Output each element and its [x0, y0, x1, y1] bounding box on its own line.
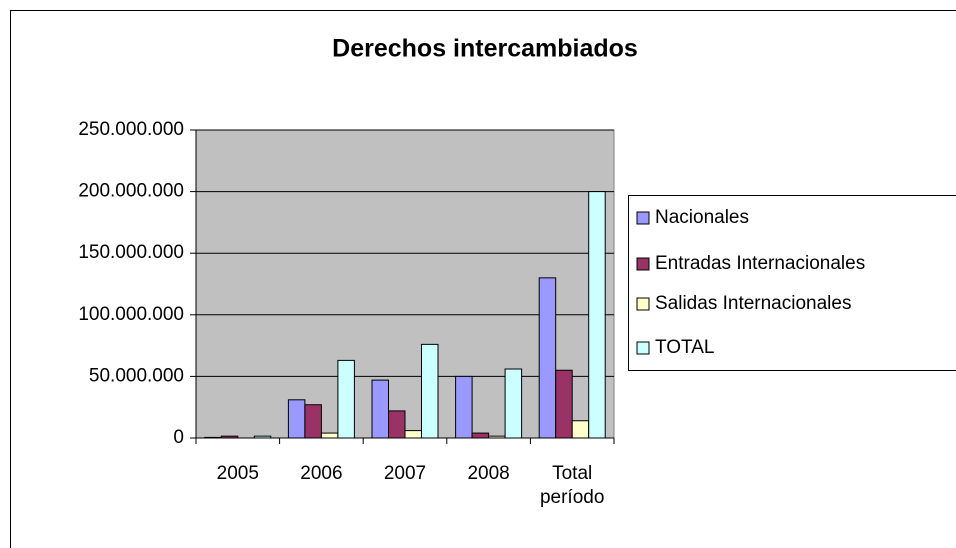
bar — [504, 368, 523, 439]
x-tick-label: 2007 — [383, 463, 427, 484]
y-tick-label: 150.000.000 — [78, 242, 184, 263]
legend-swatch — [636, 297, 650, 311]
x-tick-label: 2008 — [467, 463, 510, 484]
legend-swatch — [636, 257, 650, 271]
legend-label: Nacionales — [655, 207, 749, 228]
legend-label: Entradas Internacionales — [655, 253, 865, 274]
bar — [455, 375, 473, 439]
legend-label: TOTAL — [655, 337, 714, 358]
bar — [220, 435, 239, 439]
bar — [253, 435, 272, 439]
bar — [471, 432, 490, 439]
y-tick-label: 0 — [173, 427, 184, 448]
y-tick-label: 100.000.000 — [78, 304, 184, 325]
x-tick-label: 2006 — [300, 463, 343, 484]
bar — [404, 430, 422, 439]
y-tick-label: 200.000.000 — [78, 181, 184, 202]
bar — [304, 404, 322, 439]
bar — [555, 369, 573, 439]
bar — [337, 359, 355, 439]
legend-swatch — [636, 341, 650, 355]
bar — [571, 420, 590, 439]
bar — [588, 191, 606, 439]
chart-title: Derechos intercambiados — [332, 35, 638, 63]
bar — [320, 432, 339, 439]
y-tick-label: 250.000.000 — [78, 119, 184, 140]
bar — [421, 343, 439, 439]
x-tick-label: 2005 — [216, 463, 259, 484]
legend-swatch — [636, 211, 650, 225]
bar — [204, 436, 222, 439]
y-tick-label: 50.000.000 — [89, 365, 184, 386]
bar — [388, 410, 406, 439]
legend-box — [628, 195, 956, 371]
bar — [488, 435, 506, 439]
legend-label: Salidas Internacionales — [655, 293, 851, 314]
bar — [371, 379, 389, 439]
bar — [538, 277, 557, 439]
x-tick-label: Total período — [539, 463, 605, 508]
bar — [287, 399, 306, 439]
